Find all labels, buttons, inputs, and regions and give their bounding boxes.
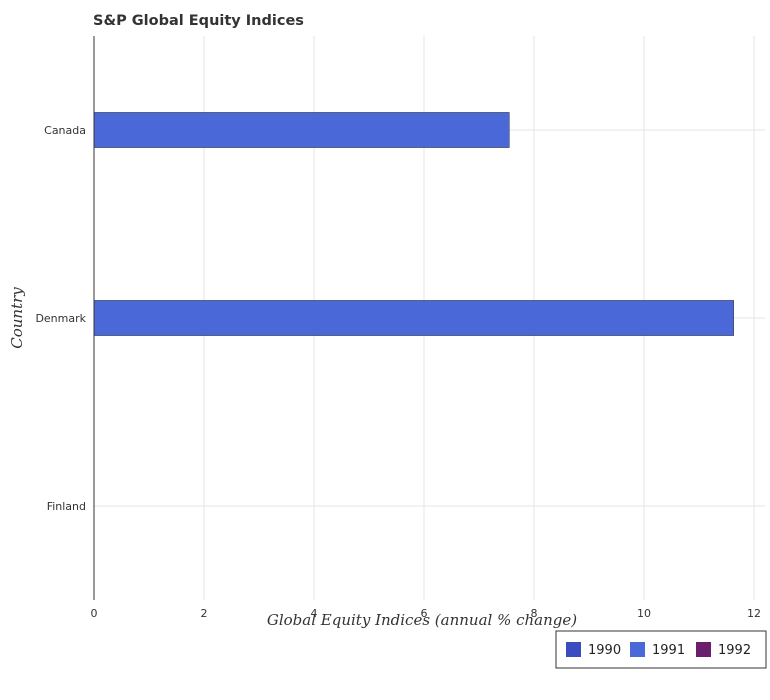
bar — [93, 112, 510, 148]
bar — [93, 300, 734, 336]
y-axis-label: Country — [8, 287, 26, 349]
legend-swatch — [566, 642, 581, 657]
x-tick-label: 4 — [311, 607, 318, 620]
y-tick-label: Finland — [47, 500, 86, 513]
y-tick-label: Denmark — [35, 312, 86, 325]
legend-label: 1992 — [718, 643, 751, 658]
bars — [93, 112, 734, 336]
legend-label: 1990 — [588, 643, 621, 658]
x-tick-label: 2 — [201, 607, 208, 620]
x-tick-label: 12 — [747, 607, 761, 620]
x-tick-label: 0 — [91, 607, 98, 620]
x-tick-label: 6 — [421, 607, 428, 620]
x-tick-label: 8 — [531, 607, 538, 620]
x-axis-label: Global Equity Indices (annual % change) — [267, 611, 577, 629]
legend: 1990 1991 1992 — [555, 630, 767, 669]
y-tick-label: Canada — [44, 124, 86, 137]
legend-swatch — [630, 642, 645, 657]
y-tick-labels: Canada Denmark Finland — [35, 124, 86, 513]
legend-swatch — [696, 642, 711, 657]
x-tick-labels: 0 2 4 6 8 10 12 — [91, 607, 762, 620]
legend-box — [555, 630, 767, 669]
chart-title: S&P Global Equity Indices — [93, 13, 304, 29]
x-tick-label: 10 — [637, 607, 651, 620]
legend-label: 1991 — [652, 643, 685, 658]
